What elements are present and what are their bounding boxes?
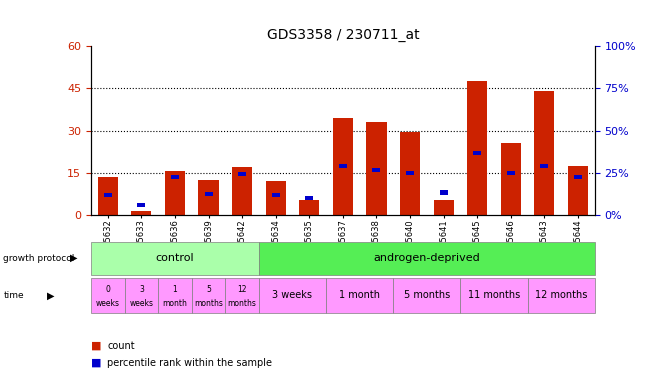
- Bar: [205, 192, 213, 196]
- Text: growth protocol: growth protocol: [3, 254, 75, 263]
- Bar: [439, 190, 448, 195]
- Bar: [540, 164, 549, 168]
- Text: androgen-deprived: androgen-deprived: [374, 253, 480, 263]
- Bar: [333, 118, 353, 215]
- Bar: [473, 151, 481, 155]
- Text: weeks: weeks: [96, 299, 120, 308]
- Text: ■: ■: [91, 341, 101, 351]
- Text: 12: 12: [237, 285, 247, 294]
- Bar: [165, 171, 185, 215]
- Bar: [171, 175, 179, 179]
- Text: months: months: [194, 299, 223, 308]
- Text: control: control: [155, 253, 194, 263]
- Bar: [306, 196, 313, 200]
- Text: ■: ■: [91, 358, 101, 368]
- Bar: [198, 180, 218, 215]
- Text: 3 weeks: 3 weeks: [272, 290, 313, 300]
- Text: 1: 1: [173, 285, 177, 294]
- Text: 1 month: 1 month: [339, 290, 380, 300]
- Bar: [400, 132, 420, 215]
- Bar: [574, 175, 582, 179]
- Bar: [98, 177, 118, 215]
- Text: ▶: ▶: [70, 253, 78, 263]
- Bar: [372, 168, 380, 172]
- Text: 11 months: 11 months: [468, 290, 520, 300]
- Text: time: time: [3, 291, 24, 300]
- Bar: [507, 170, 515, 175]
- Bar: [568, 166, 588, 215]
- Bar: [131, 211, 151, 215]
- Bar: [266, 181, 286, 215]
- Text: count: count: [107, 341, 135, 351]
- Bar: [434, 200, 454, 215]
- Text: 5 months: 5 months: [404, 290, 450, 300]
- Text: 12 months: 12 months: [535, 290, 588, 300]
- Text: 0: 0: [105, 285, 110, 294]
- Text: 5: 5: [206, 285, 211, 294]
- Bar: [467, 81, 488, 215]
- Bar: [232, 167, 252, 215]
- Text: weeks: weeks: [129, 299, 153, 308]
- Text: ▶: ▶: [47, 290, 55, 300]
- Bar: [272, 193, 280, 197]
- Text: month: month: [162, 299, 187, 308]
- Bar: [367, 122, 387, 215]
- Bar: [299, 200, 319, 215]
- Bar: [534, 91, 554, 215]
- Bar: [339, 164, 347, 168]
- Bar: [104, 193, 112, 197]
- Bar: [238, 172, 246, 176]
- Bar: [500, 143, 521, 215]
- Title: GDS3358 / 230711_at: GDS3358 / 230711_at: [266, 28, 419, 42]
- Text: percentile rank within the sample: percentile rank within the sample: [107, 358, 272, 368]
- Text: months: months: [227, 299, 257, 308]
- Text: 3: 3: [139, 285, 144, 294]
- Bar: [137, 203, 146, 207]
- Bar: [406, 170, 414, 175]
